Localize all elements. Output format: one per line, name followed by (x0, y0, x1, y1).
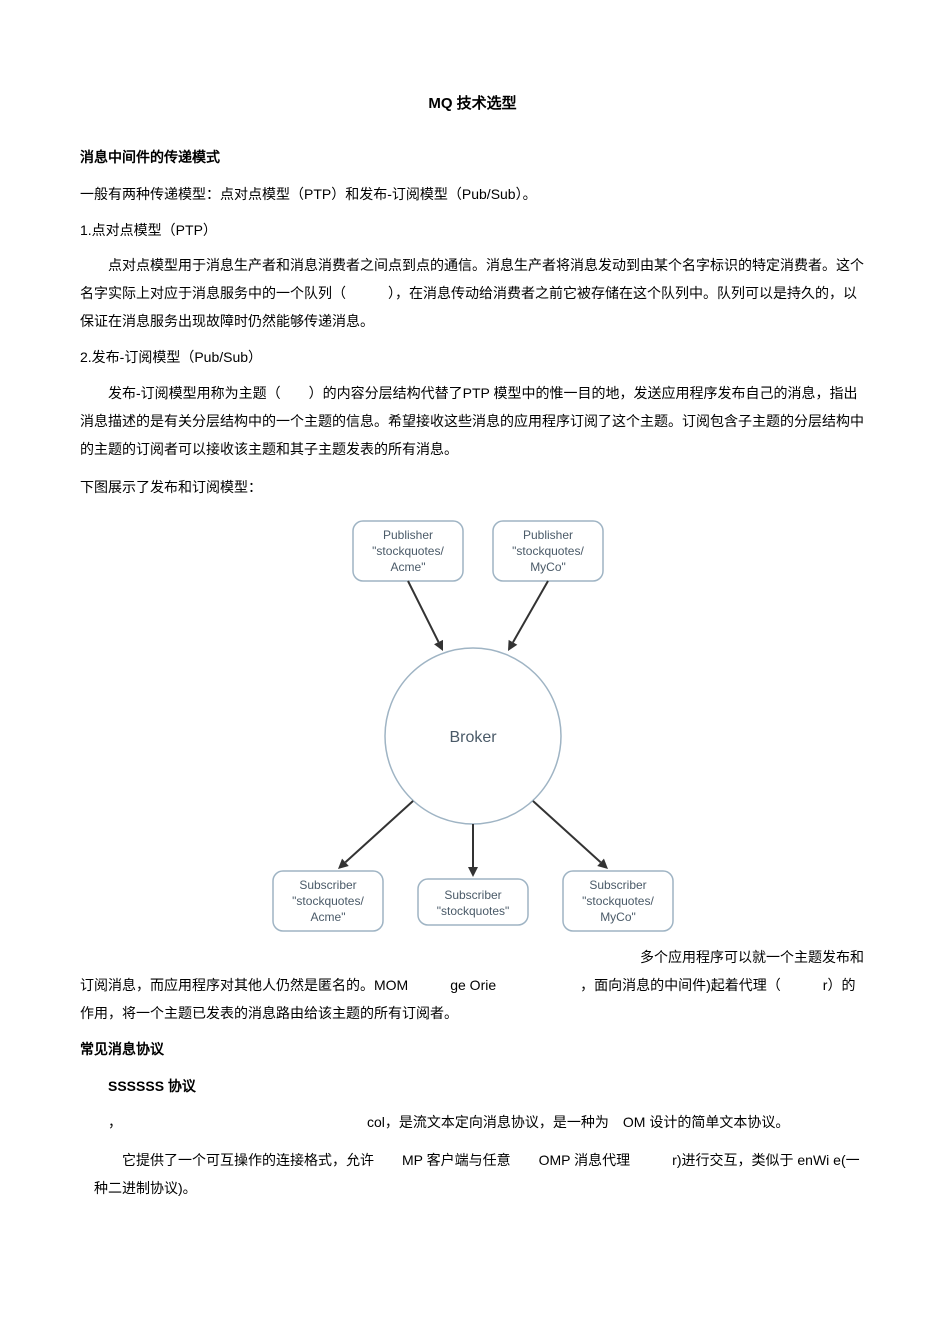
svg-text:Acme": Acme" (310, 910, 345, 924)
section1-p3: 多个应用程序可以就一个主题发布和订阅消息，而应用程序对其他人仍然是匿名的。MOM… (80, 943, 865, 1027)
svg-text:"stockquotes/: "stockquotes/ (582, 894, 654, 908)
protocol1-heading: SSSSSS 协议 (108, 1072, 865, 1100)
svg-text:MyCo": MyCo" (600, 910, 636, 924)
svg-text:MyCo": MyCo" (530, 560, 566, 574)
svg-text:"stockquotes/: "stockquotes/ (372, 544, 444, 558)
section1-heading: 消息中间件的传递模式 (80, 145, 865, 170)
svg-text:"stockquotes/: "stockquotes/ (512, 544, 584, 558)
pubsub-heading: 2.发布-订阅模型（Pub/Sub） (80, 345, 865, 370)
section1-p1: 一般有两种传递模型：点对点模型（PTP）和发布-订阅模型（Pub/Sub）。 (80, 180, 865, 208)
svg-text:"stockquotes/: "stockquotes/ (292, 894, 364, 908)
diagram-caption: 下图展示了发布和订阅模型： (80, 473, 865, 501)
svg-text:Subscriber: Subscriber (444, 888, 501, 902)
pubsub-diagram: Publisher "stockquotes/Acme" Publisher "sto… (80, 511, 865, 941)
document-title: MQ 技术选型 (80, 90, 865, 117)
svg-text:Publisher: Publisher (382, 528, 432, 542)
svg-text:Broker: Broker (449, 729, 497, 746)
section2-heading: 常见消息协议 (80, 1037, 865, 1062)
protocol1-body1: ， col，是流文本定向消息协议，是一种为 OM 设计的简单文本协议。 (80, 1108, 865, 1136)
pubsub-diagram-svg: Publisher "stockquotes/Acme" Publisher "sto… (253, 511, 693, 941)
pubsub-body: 发布-订阅模型用称为主题（ ）的内容分层结构代替了PTP 模型中的惟一目的地，发… (80, 379, 865, 463)
svg-text:Acme": Acme" (390, 560, 425, 574)
ptp-heading: 1.点对点模型（PTP） (80, 218, 865, 243)
ptp-body: 点对点模型用于消息生产者和消息消费者之间点到点的通信。消息生产者将消息发动到由某… (80, 251, 865, 335)
svg-text:Subscriber: Subscriber (589, 878, 646, 892)
svg-text:Subscriber: Subscriber (299, 878, 356, 892)
protocol1-body2: 它提供了一个可互操作的连接格式，允许 MP 客户端与任意 OMP 消息代理 r)… (80, 1146, 865, 1202)
svg-text:Publisher: Publisher (522, 528, 572, 542)
svg-text:"stockquotes": "stockquotes" (436, 904, 509, 918)
